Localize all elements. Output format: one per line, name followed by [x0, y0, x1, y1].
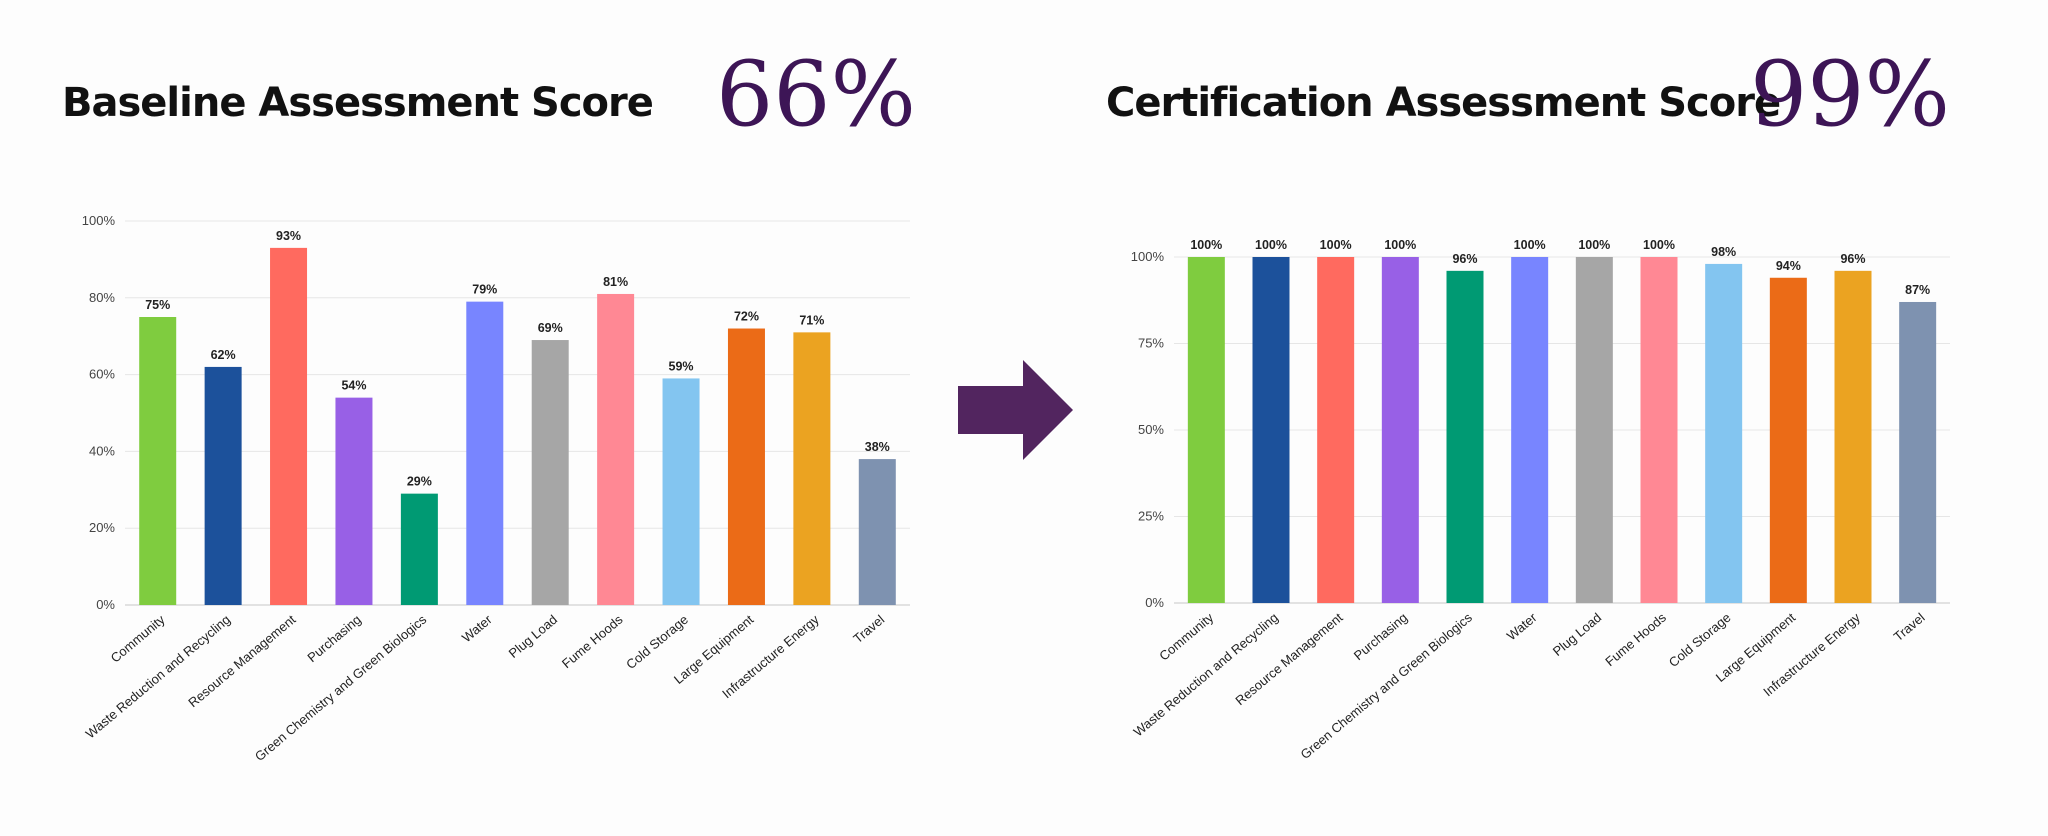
bar: [466, 301, 504, 605]
bar: [1899, 301, 1937, 603]
y-tick-label: 60%: [89, 367, 115, 382]
y-tick-label: 50%: [1138, 422, 1164, 437]
data-label: 79%: [472, 283, 497, 297]
data-label: 100%: [1384, 238, 1416, 252]
category-label: Fume Hoods: [1602, 609, 1669, 669]
category-label: Water: [1504, 609, 1540, 643]
category-label: Purchasing: [1351, 610, 1410, 663]
y-tick-label: 100%: [82, 213, 116, 228]
data-label: 29%: [407, 475, 432, 489]
data-label: 81%: [603, 275, 628, 289]
data-label: 69%: [538, 321, 563, 335]
y-tick-label: 0%: [96, 597, 115, 612]
category-label: Cold Storage: [1666, 610, 1734, 670]
y-tick-label: 75%: [1138, 336, 1164, 351]
bar: [1705, 263, 1743, 603]
bar: [1446, 270, 1484, 603]
arrow-right-icon: [958, 360, 1073, 460]
data-label: 75%: [145, 298, 170, 312]
category-label: Community: [108, 611, 168, 665]
bar: [1511, 257, 1549, 603]
bar: [270, 247, 308, 605]
data-label: 62%: [211, 348, 236, 362]
bar: [727, 328, 765, 605]
data-label: 87%: [1905, 283, 1930, 297]
data-label: 38%: [865, 440, 890, 454]
bar: [204, 366, 242, 605]
data-label: 100%: [1255, 238, 1287, 252]
y-tick-label: 20%: [89, 520, 115, 535]
bar: [793, 332, 831, 605]
bar: [597, 293, 635, 605]
certification-title: Certification Assessment Score: [1106, 80, 1781, 126]
bar: [858, 459, 896, 605]
y-tick-label: 0%: [1145, 595, 1164, 610]
bar: [1252, 257, 1290, 603]
data-label: 98%: [1711, 245, 1736, 259]
category-label: Purchasing: [304, 612, 363, 665]
bar: [1317, 257, 1355, 603]
category-label: Travel: [850, 612, 887, 646]
data-label: 100%: [1190, 238, 1222, 252]
data-label: 94%: [1776, 259, 1801, 273]
bar: [139, 317, 177, 605]
bar: [1769, 277, 1807, 603]
category-label: Plug Load: [1550, 610, 1605, 659]
y-tick-label: 80%: [89, 290, 115, 305]
bar: [662, 378, 700, 605]
bar: [400, 493, 438, 605]
y-tick-label: 25%: [1138, 509, 1164, 524]
bar: [1381, 257, 1419, 603]
category-label: Water: [459, 611, 495, 645]
bar: [1187, 257, 1225, 603]
data-label: 100%: [1643, 238, 1675, 252]
data-label: 59%: [669, 359, 694, 373]
category-label: Community: [1156, 609, 1216, 663]
category-label: Cold Storage: [623, 612, 691, 672]
data-label: 96%: [1452, 252, 1477, 266]
y-tick-label: 40%: [89, 443, 115, 458]
category-label: Plug Load: [506, 612, 561, 661]
certification-score: 99%: [1750, 42, 1951, 147]
bar: [1640, 257, 1678, 603]
bar: [1834, 270, 1872, 603]
data-label: 54%: [341, 379, 366, 393]
bar: [531, 340, 569, 605]
data-label: 100%: [1514, 238, 1546, 252]
data-label: 93%: [276, 229, 301, 243]
category-label: Resource Management: [1232, 610, 1345, 709]
data-label: 71%: [799, 313, 824, 327]
category-label: Fume Hoods: [559, 611, 626, 671]
data-label: 96%: [1840, 252, 1865, 266]
data-label: 100%: [1578, 238, 1610, 252]
y-tick-label: 100%: [1131, 249, 1165, 264]
bar: [335, 397, 373, 605]
baseline-title: Baseline Assessment Score: [62, 80, 654, 126]
bar: [1575, 257, 1613, 603]
data-label: 72%: [734, 310, 759, 324]
category-label: Travel: [1891, 610, 1928, 644]
category-label: Resource Management: [185, 612, 298, 711]
baseline-score: 66%: [716, 42, 917, 147]
data-label: 100%: [1320, 238, 1352, 252]
